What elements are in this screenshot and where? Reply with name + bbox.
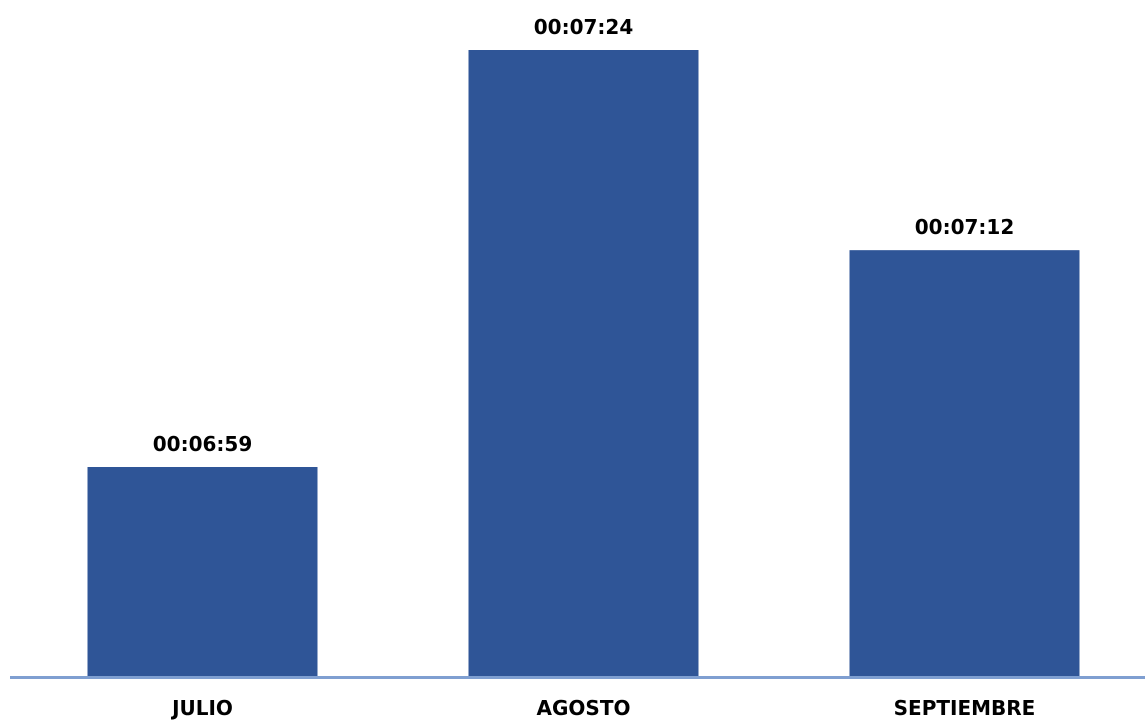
data-label-julio: 00:06:59 (153, 432, 253, 456)
category-label-agosto: AGOSTO (537, 696, 631, 720)
bars-layer (87, 50, 1080, 676)
data-label-agosto: 00:07:24 (534, 15, 634, 39)
bar-agosto (468, 50, 699, 676)
value-labels-layer: 00:06:59 00:07:24 00:07:12 (153, 15, 1015, 456)
category-label-julio: JULIO (170, 696, 233, 720)
bar-julio (87, 467, 318, 676)
data-label-septiembre: 00:07:12 (915, 215, 1015, 239)
bar-septiembre (849, 250, 1080, 676)
category-labels-layer: JULIO AGOSTO SEPTIEMBRE (170, 696, 1035, 720)
category-label-septiembre: SEPTIEMBRE (894, 696, 1036, 720)
